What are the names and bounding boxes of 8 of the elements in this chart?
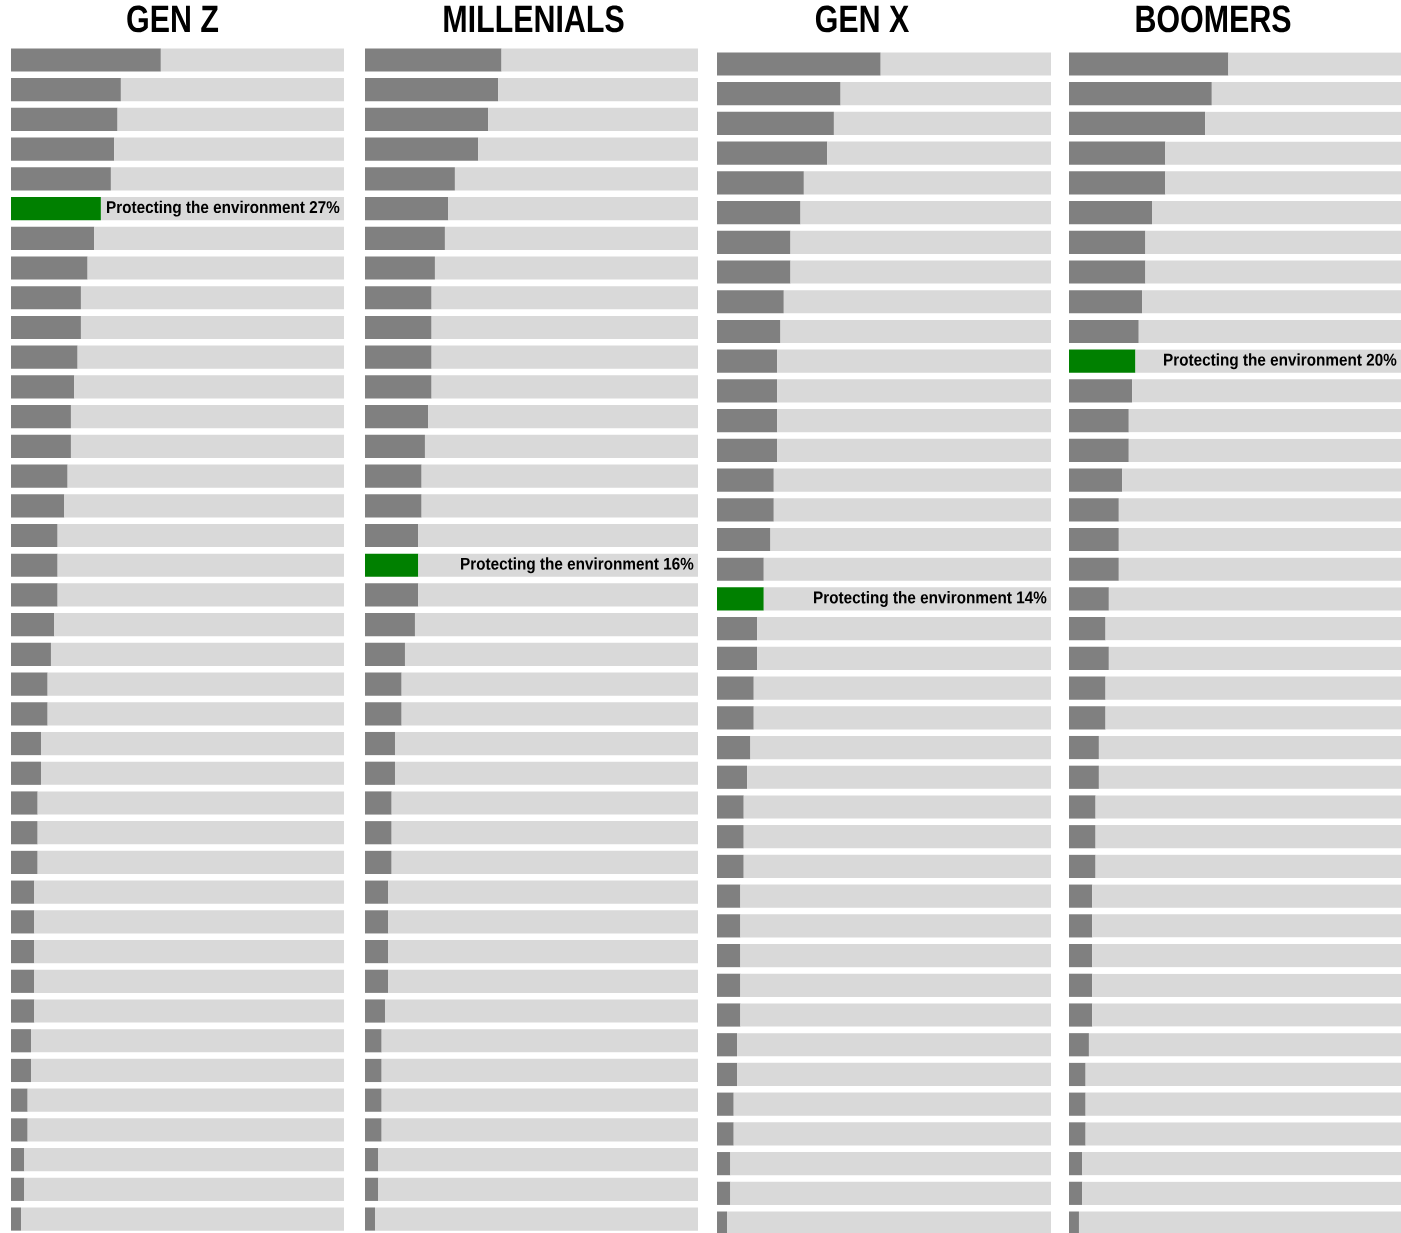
data-label: Protecting the environment 20% [1164, 353, 1397, 370]
data-label: Protecting the environment 16% [461, 557, 694, 574]
chart-title: GEN Z [127, 5, 219, 33]
data-label: Protecting the environment 14% [814, 590, 1047, 607]
chart-title: MILLENIALS [444, 5, 624, 33]
chart-title: BOOMERS [1136, 5, 1291, 33]
chart-title: GEN X [815, 5, 910, 33]
data-label: Protecting the environment 27% [107, 200, 340, 217]
